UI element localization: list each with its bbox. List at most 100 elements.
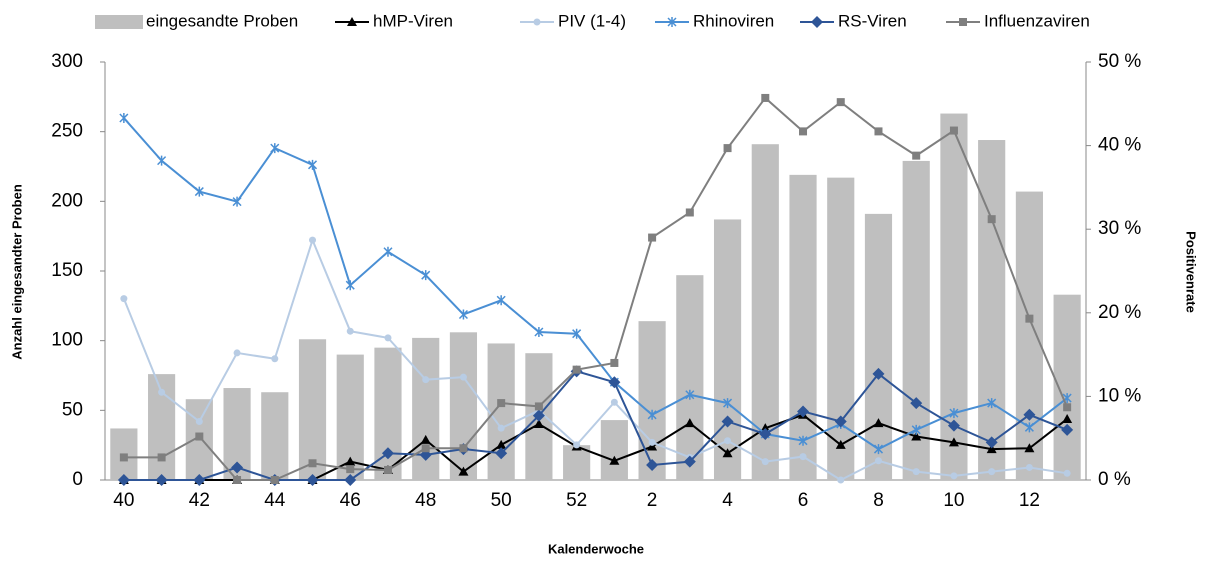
marker: [195, 417, 203, 425]
marker: [308, 459, 317, 468]
marker: [534, 327, 544, 338]
marker: [307, 159, 318, 170]
y-axis-title: Anzahl eingesandter Proben: [9, 184, 24, 360]
x-tick-label: 4: [722, 490, 733, 511]
marker: [799, 127, 808, 136]
marker: [721, 415, 734, 428]
x-tick-label: 2: [647, 490, 658, 511]
marker: [309, 236, 317, 244]
bar: [676, 275, 704, 480]
bar: [449, 332, 478, 480]
marker: [383, 465, 392, 474]
marker: [119, 453, 128, 462]
bar: [978, 140, 1006, 480]
y-tick-label: 100: [51, 330, 83, 351]
bar: [638, 321, 666, 480]
bar: [298, 339, 327, 480]
series-line: [123, 117, 1068, 451]
marker: [874, 457, 882, 465]
marker: [572, 328, 582, 339]
marker: [911, 431, 922, 441]
marker: [1024, 422, 1034, 433]
bar: [261, 392, 289, 480]
marker: [422, 376, 430, 384]
marker: [497, 399, 506, 408]
y2-tick-label: 40 %: [1098, 135, 1141, 156]
x-tick-label: 52: [566, 490, 587, 511]
marker: [837, 476, 845, 484]
x-tick-label: 12: [1019, 490, 1040, 511]
marker: [836, 98, 845, 107]
marker: [910, 397, 923, 410]
marker: [458, 466, 469, 476]
marker: [723, 144, 732, 153]
marker: [987, 398, 997, 409]
y-tick-label: 200: [51, 190, 83, 211]
series-line: [123, 370, 1068, 481]
legend-label: PIV (1-4): [558, 11, 626, 30]
marker: [1024, 443, 1035, 453]
marker: [685, 389, 695, 400]
marker: [949, 126, 958, 135]
marker: [1023, 408, 1036, 421]
marker: [874, 127, 883, 136]
legend-marker: [347, 17, 357, 26]
marker: [381, 447, 394, 460]
marker: [421, 270, 431, 281]
marker: [724, 437, 732, 445]
bar: [713, 219, 742, 481]
x-tick-label: 48: [415, 490, 436, 511]
marker: [683, 455, 696, 468]
marker: [759, 428, 772, 441]
x-axis-title: Kalenderwoche: [548, 541, 644, 556]
marker: [533, 418, 544, 428]
y-tick-label: 250: [51, 121, 83, 142]
marker: [1061, 423, 1074, 436]
marker: [195, 432, 204, 441]
marker: [421, 444, 430, 453]
marker: [459, 373, 467, 381]
marker: [194, 186, 204, 197]
legend-marker: [667, 17, 677, 27]
marker: [496, 295, 506, 306]
marker: [157, 155, 167, 166]
legend-marker: [811, 16, 823, 28]
bar: [1015, 191, 1043, 480]
marker: [872, 367, 885, 380]
marker: [1063, 469, 1071, 477]
marker: [158, 388, 166, 396]
legend-swatch: [95, 15, 143, 29]
marker: [458, 309, 468, 320]
y-tick-label: 50: [62, 399, 83, 420]
y2-tick-label: 50 %: [1098, 51, 1141, 72]
bar: [789, 174, 817, 481]
marker: [950, 472, 958, 480]
marker: [117, 474, 130, 486]
x-tick-label: 8: [873, 490, 884, 511]
bar: [864, 213, 893, 480]
y2-tick-label: 0 %: [1098, 469, 1131, 490]
legend-label: Influenzaviren: [984, 11, 1090, 30]
marker: [155, 474, 168, 486]
marker: [648, 233, 657, 242]
marker: [912, 468, 920, 476]
marker: [799, 453, 807, 461]
bar: [600, 420, 628, 480]
bar: [827, 177, 855, 480]
marker: [459, 444, 468, 453]
marker: [988, 468, 996, 476]
y2-tick-label: 30 %: [1098, 218, 1141, 239]
marker: [761, 458, 769, 466]
marker: [420, 434, 431, 444]
marker: [383, 246, 393, 257]
marker: [193, 474, 206, 486]
marker: [573, 441, 581, 449]
marker: [797, 405, 810, 418]
marker: [345, 280, 355, 291]
marker: [647, 441, 658, 451]
legend-label: hMP-Viren: [373, 11, 453, 30]
marker: [157, 453, 166, 462]
marker: [684, 418, 695, 428]
series-line: [123, 96, 1069, 481]
marker: [271, 355, 279, 363]
